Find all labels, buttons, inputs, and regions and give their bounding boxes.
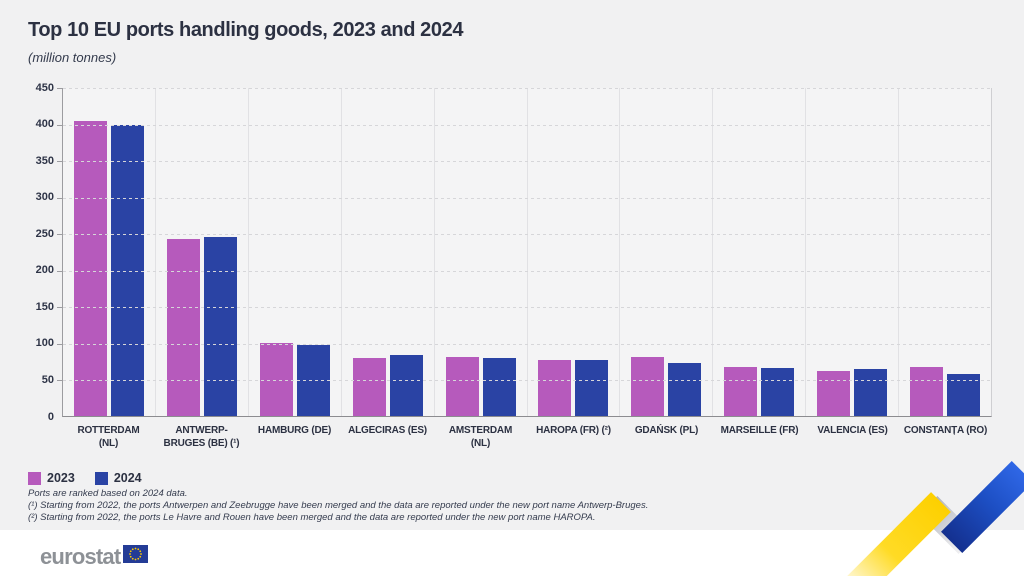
y-tick-label: 300 [35,191,54,204]
bar-2023 [538,360,572,416]
y-tick-mark [57,197,62,199]
bar-2024 [110,125,144,416]
x-axis-labels: ROTTERDAM (NL) ANTWERP- BRUGES (BE) (¹) HA… [62,425,992,450]
bar-2024 [761,367,795,416]
x-axis-label: GDAŃSK (PL) [634,425,699,436]
x-axis-label: VALENCIA (ES) [817,425,888,436]
footnote-3: (²) Starting from 2022, the ports Le Hav… [28,512,596,523]
gridline [63,270,991,272]
gridline [63,124,991,126]
category-group [806,88,900,416]
category-group [63,88,156,416]
gridline [63,307,991,309]
category-group [620,88,714,416]
bar-2023 [259,342,293,416]
chart-title: Top 10 EU ports handling goods, 2023 and… [28,19,464,41]
x-axis-label: AMSTERDAM (NL) [448,425,513,449]
category-group [899,88,991,416]
y-tick-mark [57,161,62,163]
x-axis-label: ANTWERP- BRUGES (BE) (¹) [163,425,240,449]
footnote-2: (¹) Starting from 2022, the ports Antwer… [28,500,649,511]
bar-2024 [389,355,423,416]
category-group [713,88,807,416]
category-group [342,88,435,416]
y-tick-mark [57,343,62,345]
category-group [528,88,621,416]
gridline [63,234,991,236]
bar-2024 [203,236,237,416]
x-axis-label: ROTTERDAM (NL) [77,425,140,449]
eurostat-logo: eurostat [40,543,149,569]
legend-label: 2023 [47,471,75,485]
bar-2023 [352,357,386,416]
plot-area [62,88,992,417]
legend-swatch-2023 [28,471,41,485]
gridline [63,380,991,382]
gridline [63,343,991,345]
y-tick-mark [57,88,62,89]
footnotes: Ports are ranked based on 2024 data. (¹) … [28,488,648,524]
bar-2024 [482,358,516,416]
y-tick-label: 450 [35,81,54,94]
category-group [435,88,528,416]
category-group [249,88,342,416]
legend-item-2024: 2024 [94,471,142,485]
category-group [156,88,249,416]
gridline [63,161,991,163]
y-tick-mark [57,124,62,126]
legend-item-2023: 2023 [28,471,75,485]
y-tick-mark [57,234,62,236]
legend-label: 2024 [113,471,142,485]
y-tick-mark [57,380,62,382]
bar-2023 [910,367,944,416]
legend-swatch-2024 [94,471,108,485]
bar-2024 [575,359,609,416]
x-axis-label: MARSEILLE (FR) [720,425,799,436]
y-tick-label: 50 [41,373,54,386]
eurostat-logo-text: eurostat [40,543,121,569]
gridline [63,197,991,199]
y-tick-label: 350 [35,154,54,167]
chart-subtitle: (million tonnes) [28,50,117,65]
y-tick-label: 150 [35,300,54,313]
y-tick-label: 0 [47,410,54,423]
y-tick-mark [57,307,62,309]
gridline [63,88,991,89]
y-tick-mark [57,270,62,272]
bar-2023 [724,367,758,416]
x-axis-label: ALGECIRAS (ES) [348,425,427,436]
eu-flag-icon [123,545,149,568]
bar-2024 [854,369,888,416]
y-tick-label: 250 [35,227,54,240]
x-axis-label: CONSTANȚA (RO) [903,425,988,436]
x-axis-label: HAMBURG (DE) [257,425,332,436]
bar-2023 [817,370,851,416]
bar-2023 [631,356,665,416]
legend: 2023 2024 [28,471,142,485]
y-tick-label: 100 [35,337,54,350]
bar-2023 [73,120,107,416]
bar-2024 [668,363,702,416]
y-tick-label: 200 [35,264,54,277]
x-axis-label: HAROPA (FR) (²) [536,425,611,436]
y-tick-label: 400 [35,118,54,131]
bar-2023 [445,356,479,416]
footnote-1: Ports are ranked based on 2024 data. [28,488,188,499]
bar-groups [63,88,991,416]
bar-2023 [166,239,200,416]
